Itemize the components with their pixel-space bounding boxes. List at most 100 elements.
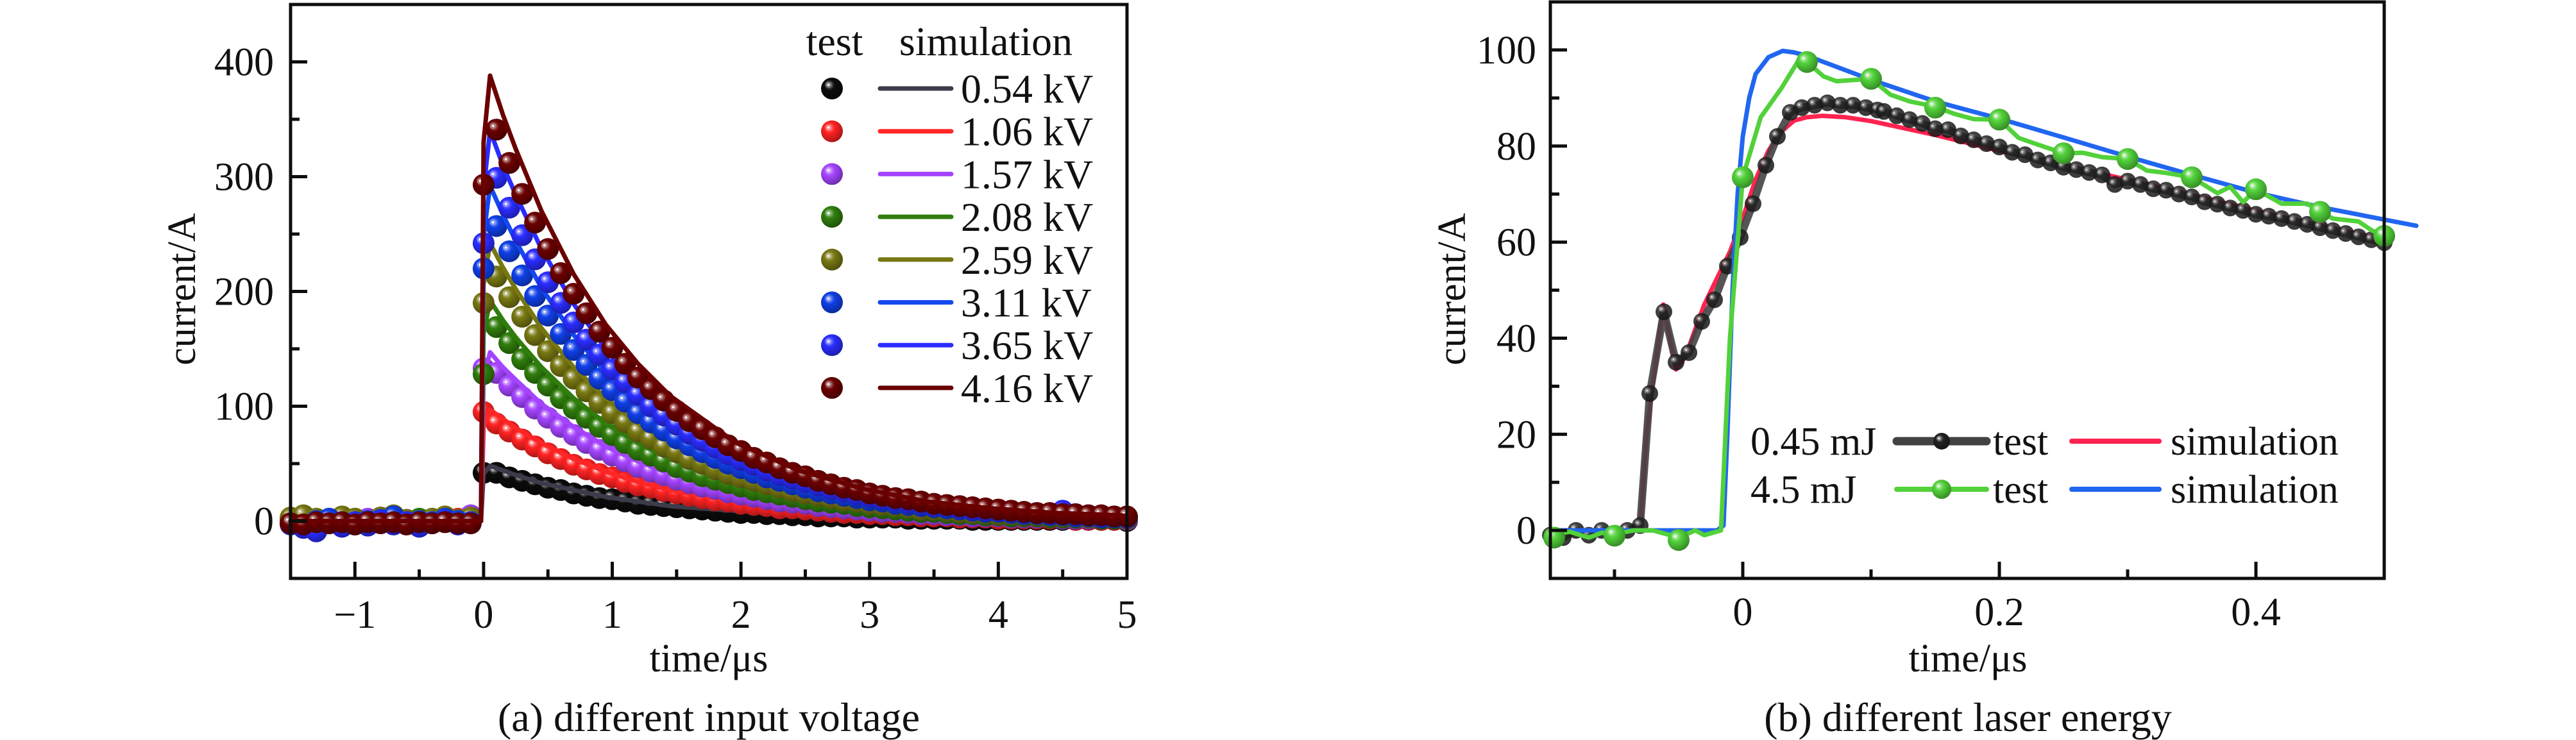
test-point [485, 119, 507, 141]
test-point [485, 215, 507, 237]
test-point [511, 264, 534, 287]
test-point [1745, 195, 1761, 212]
test-point [550, 262, 572, 284]
test-point [2158, 181, 2174, 199]
test-point [2053, 142, 2074, 164]
x-tick-label: −1 [334, 593, 376, 637]
test-point [498, 240, 521, 262]
test-point [1953, 128, 1969, 145]
legend-entry: 3.11 kV [821, 280, 1092, 326]
test-point [1769, 128, 1786, 145]
test-point [2017, 146, 2033, 164]
legend-entry: 4.5 mJ test simulation [1750, 468, 2339, 512]
legend-test-marker [821, 206, 843, 228]
test-point [1796, 51, 1818, 73]
x-axis-title-a: time/μs [650, 637, 768, 680]
x-tick-label: 2 [731, 593, 751, 637]
test-point [2248, 206, 2264, 223]
test-point [511, 183, 534, 205]
legend-simulation-label: simulation [2171, 468, 2339, 512]
test-point [2273, 210, 2290, 227]
series-4-16-kV [280, 73, 1138, 535]
test-point [2196, 193, 2213, 210]
axis-ticks-b: 0 0.2 0.4 0 20 40 60 80 100 [1477, 29, 2281, 634]
y-tick-label: 40 [1496, 317, 1536, 360]
test-point [2094, 166, 2110, 183]
legend-entry: 1.57 kV [821, 151, 1093, 197]
test-point [1641, 385, 1658, 402]
test-point [1924, 96, 1946, 119]
test-point [2117, 147, 2139, 170]
y-tick-label: 100 [1477, 29, 1536, 72]
caption-b: (b) different laser energy [1764, 694, 2172, 740]
test-line [1548, 55, 2387, 540]
legend-label: 2.08 kV [961, 194, 1093, 240]
legend-test-marker [821, 248, 843, 271]
test-point [1706, 291, 1723, 308]
legend-test-marker [821, 120, 843, 142]
test-point [2309, 201, 2331, 223]
legend-energy-label: 0.45 mJ [1750, 420, 1876, 464]
test-point [2286, 213, 2303, 230]
test-point [2119, 172, 2136, 190]
test-point [511, 305, 534, 328]
x-tick-label: 0 [473, 593, 493, 637]
test-point [614, 353, 636, 375]
test-point [1793, 99, 1810, 116]
y-axis-title-b: current/A [1430, 213, 1474, 366]
test-point [1806, 97, 1823, 114]
simulation-line [288, 73, 1130, 523]
test-point [2004, 144, 2021, 161]
test-point [2325, 222, 2341, 239]
x-axis-title-b: time/μs [1909, 637, 2028, 680]
y-tick-label: 400 [214, 41, 274, 85]
test-point [2132, 176, 2149, 193]
test-point [2183, 189, 2200, 206]
axis-ticks-a: −1 0 1 2 3 4 5 0 100 200 300 400 [214, 41, 1137, 637]
legend-entry: 4.16 kV [821, 366, 1093, 411]
legend-header-test: test [806, 19, 863, 64]
test-point [2081, 164, 2097, 181]
test-point [537, 238, 559, 260]
test-point [2350, 228, 2367, 246]
test-point [498, 152, 521, 174]
y-tick-label: 60 [1496, 221, 1536, 265]
y-tick-label: 80 [1496, 125, 1536, 169]
x-tick-label: 4 [988, 593, 1008, 637]
test-point [1914, 115, 1931, 132]
test-point [1988, 108, 2010, 131]
chart-panel-a: −1 0 1 2 3 4 5 0 100 200 300 400 test simulation0.54… [160, 3, 1138, 740]
test-point [2222, 199, 2239, 217]
test-point [498, 286, 521, 308]
legend-test-marker [1932, 480, 1951, 499]
test-point [1668, 529, 1690, 551]
test-point [1732, 166, 1754, 189]
y-tick-label: 20 [1496, 413, 1536, 457]
y-tick-label: 100 [214, 385, 274, 429]
legend-header-simulation: simulation [899, 19, 1072, 64]
test-point [563, 283, 585, 305]
caption-a: (a) different input voltage [498, 694, 920, 740]
legend-test-label: test [1993, 420, 2048, 464]
legend-entry: 1.06 kV [821, 109, 1093, 155]
test-point [2260, 208, 2277, 225]
legend-test-marker [821, 78, 843, 99]
test-point [1758, 156, 1774, 174]
legend-entry: 2.59 kV [821, 237, 1093, 283]
test-point [524, 285, 547, 307]
legend-label: 3.65 kV [961, 323, 1093, 368]
legend-simulation-label: simulation [2171, 420, 2339, 464]
test-point [2171, 185, 2187, 203]
test-point [575, 302, 598, 324]
test-point [2245, 178, 2267, 201]
legend-test-marker [821, 376, 843, 399]
test-point [2068, 161, 2085, 178]
legend-entry: 2.08 kV [821, 194, 1093, 240]
test-point [1940, 121, 1956, 139]
test-point [1845, 97, 1861, 114]
test-point [498, 196, 521, 219]
legend-entry: 0.45 mJ test simulation [1750, 420, 2339, 464]
chart-panel-b: 0 0.2 0.4 0 20 40 60 80 100 0.45 mJ test simulatio… [1430, 0, 2419, 740]
